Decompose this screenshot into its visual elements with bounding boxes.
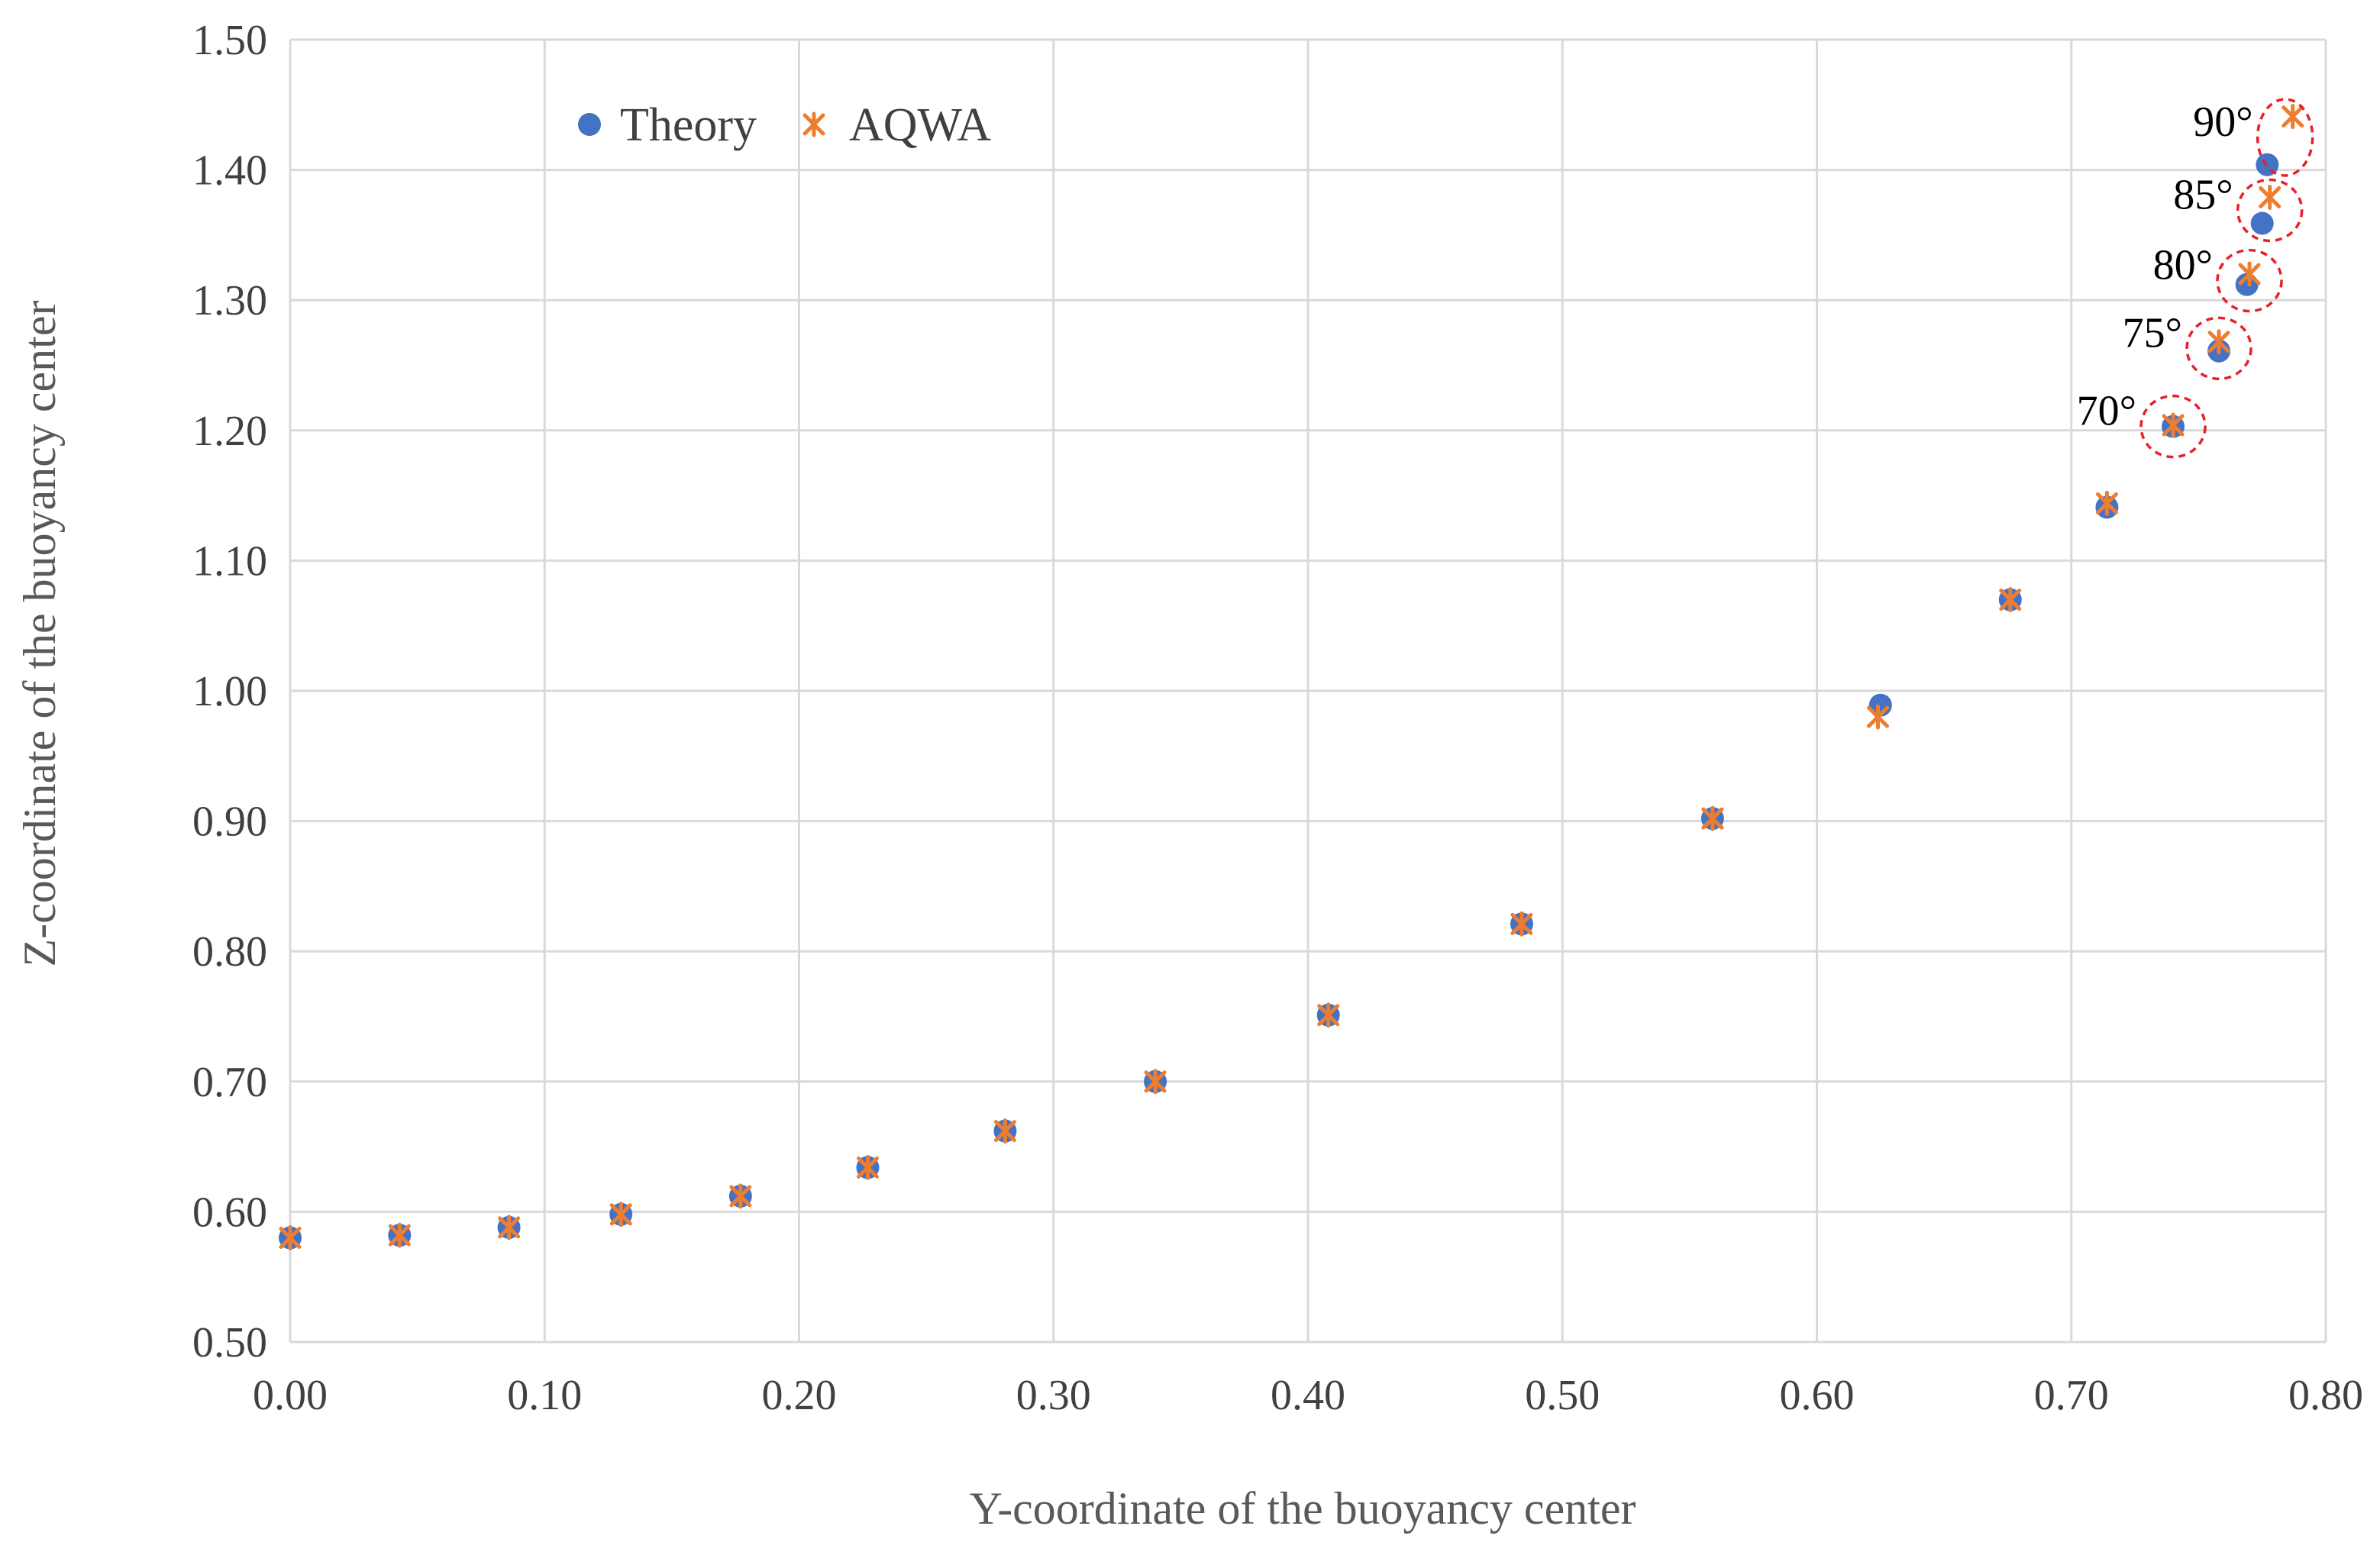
y-tick-label: 0.90 (192, 798, 267, 846)
y-tick-label: 1.00 (192, 668, 267, 715)
series-theory (279, 153, 2279, 1250)
annotation-label: 70° (2077, 388, 2136, 435)
x-tick-label: 0.70 (2034, 1372, 2109, 1419)
legend-theory-label: Theory (620, 99, 757, 151)
aqwa-point (1866, 704, 1889, 730)
x-gridlines (289, 40, 2327, 1342)
annotation-label: 85° (2173, 171, 2233, 218)
legend-aqwa-label: AQWA (849, 99, 991, 151)
aqwa-point (993, 1118, 1016, 1144)
x-tick-label: 0.20 (762, 1372, 837, 1419)
annotation-ring (2256, 98, 2314, 177)
aqwa-point (1999, 587, 2022, 613)
aqwa-point (2259, 184, 2282, 210)
aqwa-point (2162, 412, 2185, 438)
x-tick-label: 0.60 (1780, 1372, 1855, 1419)
annotation-label: 90° (2193, 98, 2252, 146)
y-tick-label: 1.40 (192, 147, 267, 195)
annotation-label: 80° (2153, 242, 2213, 289)
x-tick-label: 0.30 (1016, 1372, 1091, 1419)
legend-theory-marker (578, 113, 601, 136)
aqwa-point (1701, 805, 1724, 831)
annotation-ring (2139, 394, 2207, 459)
aqwa-point (498, 1215, 521, 1240)
aqwa-point (1317, 1002, 1340, 1028)
x-tick-label: 0.00 (253, 1372, 328, 1419)
theory-point (2250, 211, 2274, 235)
y-tick-label: 1.50 (192, 17, 267, 64)
y-tick-label: 1.20 (192, 408, 267, 455)
legend: Theory AQWA (578, 99, 991, 151)
aqwa-point (856, 1154, 879, 1180)
legend-aqwa-marker (802, 111, 825, 137)
aqwa-point (279, 1225, 302, 1251)
y-tick-label: 1.30 (192, 277, 267, 324)
aqwa-point (2095, 490, 2118, 516)
x-tick-label: 0.40 (1271, 1372, 1345, 1419)
aqwa-point (2282, 104, 2304, 130)
aqwa-point (2238, 261, 2261, 287)
x-tick-label: 0.10 (507, 1372, 582, 1419)
x-tick-label: 0.50 (1525, 1372, 1600, 1419)
aqwa-point (609, 1202, 632, 1228)
x-tick-label: 0.80 (2288, 1372, 2363, 1419)
aqwa-point (729, 1183, 752, 1209)
aqwa-point (1510, 911, 1533, 937)
y-tick-label: 0.50 (192, 1319, 267, 1366)
y-tick-label: 0.70 (192, 1059, 267, 1106)
series-layer (279, 104, 2304, 1251)
annotation-label: 75° (2123, 309, 2182, 356)
aqwa-point (1144, 1069, 1167, 1095)
x-axis-title: Y-coordinate of the buoyancy center (970, 1483, 1636, 1534)
y-tick-label: 0.80 (192, 928, 267, 976)
annotation-layer: 70° 75° 80° 85° 90° (2077, 98, 2314, 459)
x-axis-tick-labels: 0.00 0.10 0.20 0.30 0.40 0.50 0.60 0.70 0.80 (253, 1372, 2363, 1419)
aqwa-point (2207, 329, 2230, 355)
annotation-ring (2185, 316, 2252, 381)
y-tick-label: 1.10 (192, 537, 267, 585)
y-tick-label: 0.60 (192, 1189, 267, 1236)
series-aqwa (279, 104, 2304, 1251)
aqwa-point (388, 1222, 411, 1248)
y-axis-tick-labels: 0.50 0.60 0.70 0.80 0.90 1.00 1.10 1.20 1.30 1.40… (192, 17, 267, 1366)
annotation-ring (2216, 248, 2283, 313)
annotation-ring (2236, 178, 2304, 243)
y-axis-title: Z-coordinate of the buoyancy center (15, 301, 65, 967)
